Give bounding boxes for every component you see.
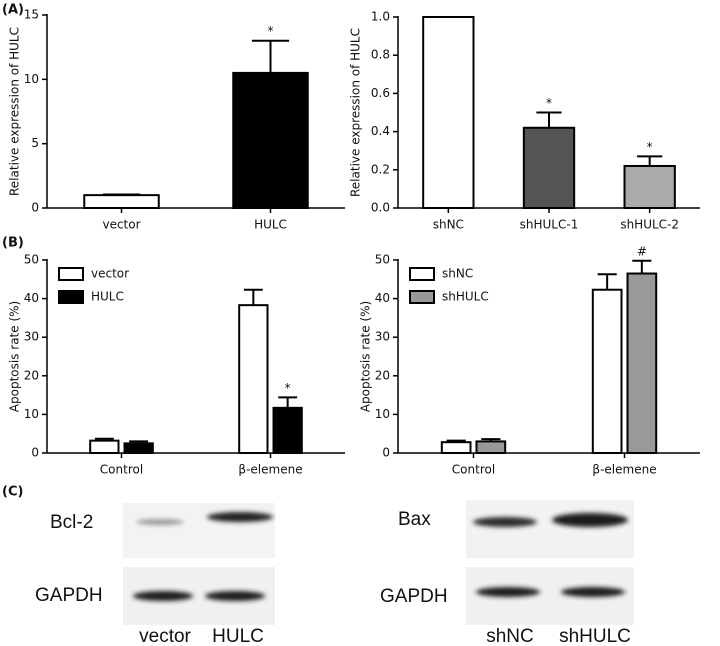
- y-axis-label: Apoptosis rate (%): [359, 301, 373, 412]
- panel-label: (B): [2, 236, 24, 251]
- blot-band: [473, 517, 537, 527]
- blot-band: [476, 587, 540, 597]
- bar: [422, 16, 475, 209]
- y-tick-label: 1.0: [371, 10, 390, 24]
- y-tick-label: 15: [24, 8, 39, 22]
- y-tick-label: 50: [375, 253, 390, 267]
- y-axis-label: Apoptosis rate (%): [8, 301, 22, 412]
- blot-membrane: [466, 500, 634, 558]
- legend-swatch: [58, 267, 84, 281]
- significance-label: *: [285, 381, 291, 395]
- y-tick-label: 5: [31, 136, 39, 150]
- significance-label: *: [268, 24, 274, 38]
- blot-lane-label: HULC: [212, 626, 264, 646]
- blot-band: [205, 591, 265, 601]
- x-tick-label: shHULC-1: [520, 218, 579, 232]
- x-tick-label: β-elemene: [592, 463, 656, 477]
- legend-swatch: [58, 290, 84, 304]
- blot-row-label: GAPDH: [35, 585, 103, 606]
- y-tick-label: 30: [24, 330, 39, 344]
- blot-membrane: [123, 503, 275, 558]
- y-tick-label: 0.4: [371, 124, 390, 138]
- x-tick-label: HULC: [254, 218, 287, 232]
- legend-label: vector: [91, 267, 129, 281]
- x-tick-label: shNC: [433, 218, 464, 232]
- legend-swatch: [409, 290, 435, 304]
- blot-row-label: GAPDH: [380, 586, 448, 607]
- y-tick-label: 50: [24, 253, 39, 267]
- y-tick-label: 10: [375, 407, 390, 421]
- blot-band: [552, 513, 628, 527]
- panel-label: (C): [2, 485, 23, 500]
- legend-label: shHULC: [442, 290, 489, 304]
- y-tick-label: 10: [24, 72, 39, 86]
- blot-row-label: Bcl-2: [50, 512, 93, 533]
- y-axis-label: Relative expression of HULC: [8, 27, 22, 196]
- blot-band: [136, 519, 184, 525]
- bar: [475, 440, 507, 455]
- bar: [440, 441, 472, 454]
- y-tick-label: 0: [31, 201, 39, 215]
- blot-lane-label: shNC: [486, 626, 534, 646]
- bar: [238, 304, 269, 454]
- bar: [83, 194, 160, 209]
- bar: [591, 288, 623, 454]
- y-tick-label: 20: [375, 368, 390, 382]
- bar: [89, 439, 120, 455]
- y-tick-label: 0.6: [371, 86, 390, 100]
- y-tick-label: 0: [382, 446, 390, 460]
- legend-label: HULC: [91, 290, 124, 304]
- y-tick-label: 20: [24, 368, 39, 382]
- bar: [626, 272, 658, 455]
- blot-lane-label: vector: [139, 626, 191, 646]
- blot-band: [133, 591, 193, 601]
- y-tick-label: 0.2: [371, 162, 390, 176]
- legend-label: shNC: [442, 267, 473, 281]
- bar: [522, 126, 576, 209]
- significance-label: *: [546, 96, 552, 110]
- blot-lane-label: shHULC: [559, 626, 631, 646]
- blot-band: [561, 587, 625, 597]
- y-tick-label: 0.8: [371, 48, 390, 62]
- x-tick-label: β-elemene: [238, 463, 302, 477]
- significance-label: *: [647, 140, 653, 154]
- y-tick-label: 0.0: [371, 201, 390, 215]
- blot-row-label: Bax: [398, 509, 431, 530]
- y-tick-label: 30: [375, 330, 390, 344]
- y-tick-label: 40: [24, 291, 39, 305]
- y-tick-label: 10: [24, 407, 39, 421]
- bar: [272, 406, 303, 455]
- bar: [623, 164, 676, 209]
- bar: [232, 71, 309, 210]
- x-tick-label: Control: [452, 463, 495, 477]
- y-tick-label: 0: [31, 446, 39, 460]
- significance-label: #: [637, 244, 647, 258]
- x-tick-label: Control: [100, 463, 143, 477]
- x-tick-label: shHULC-2: [620, 218, 679, 232]
- legend-swatch: [409, 267, 435, 281]
- bar: [123, 442, 154, 455]
- y-tick-label: 40: [375, 291, 390, 305]
- panel-label: (A): [2, 3, 24, 18]
- y-axis-label: Relative expression of HULC: [349, 28, 363, 197]
- blot-band: [207, 512, 273, 522]
- x-tick-label: vector: [102, 218, 140, 232]
